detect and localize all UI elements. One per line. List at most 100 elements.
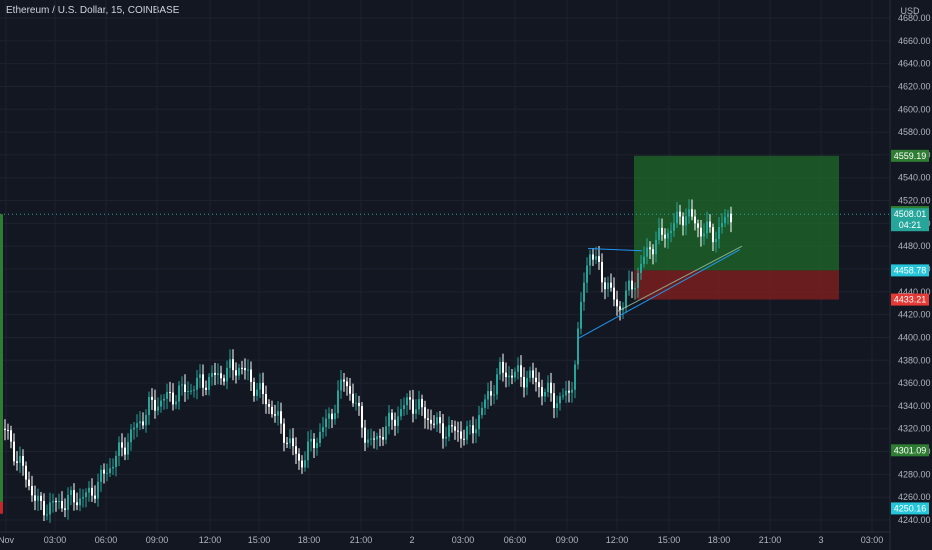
candle-body bbox=[307, 441, 309, 461]
left-edge-bar bbox=[0, 214, 3, 509]
candle-body bbox=[175, 401, 177, 405]
candle-body bbox=[220, 373, 222, 379]
candle-body bbox=[541, 387, 543, 397]
candle-body bbox=[7, 430, 9, 432]
candle-body bbox=[544, 392, 546, 397]
candle-body bbox=[487, 391, 489, 400]
candle-body bbox=[70, 490, 72, 495]
candle-body bbox=[304, 460, 306, 468]
candle-body bbox=[610, 282, 612, 288]
candle-body bbox=[40, 495, 42, 502]
candle-body bbox=[421, 399, 423, 408]
candle-body bbox=[25, 465, 27, 480]
candle-body bbox=[424, 407, 426, 419]
candle-body bbox=[628, 280, 630, 291]
candle-body bbox=[496, 374, 498, 395]
candle-body bbox=[625, 290, 627, 308]
candle-body bbox=[325, 418, 327, 428]
candle-body bbox=[664, 234, 666, 239]
candle-body bbox=[646, 247, 648, 257]
candle-body bbox=[28, 479, 30, 486]
candle-body bbox=[652, 249, 654, 255]
price-tick-label: 4280.00 bbox=[898, 469, 931, 479]
candle-body bbox=[364, 427, 366, 443]
target-price-label: 4559.19 bbox=[894, 151, 927, 161]
candle-body bbox=[445, 436, 447, 439]
time-tick-label: 03:00 bbox=[44, 535, 67, 545]
candle-body bbox=[667, 233, 669, 239]
stop-zone bbox=[634, 270, 839, 300]
candle-body bbox=[10, 430, 12, 442]
price-tick-label: 4640.00 bbox=[898, 59, 931, 69]
time-tick-label: 03:00 bbox=[861, 535, 884, 545]
candle-body bbox=[289, 438, 291, 444]
candle-body bbox=[31, 485, 33, 496]
price-tick-label: 4400.00 bbox=[898, 332, 931, 342]
candle-body bbox=[469, 425, 471, 427]
candle-body bbox=[571, 389, 573, 393]
candle-body bbox=[502, 361, 504, 373]
candle-body bbox=[451, 425, 453, 427]
left-edge-stop bbox=[0, 501, 3, 514]
candle-body bbox=[535, 377, 537, 383]
candle-body bbox=[310, 438, 312, 442]
candle-body bbox=[703, 233, 705, 237]
candle-body bbox=[118, 442, 120, 456]
candle-body bbox=[727, 213, 729, 217]
countdown-bg bbox=[891, 219, 929, 232]
candle-body bbox=[685, 216, 687, 226]
candle-body bbox=[724, 216, 726, 224]
time-tick-label: 03:00 bbox=[452, 535, 475, 545]
candle-body bbox=[439, 417, 441, 424]
candle-body bbox=[553, 393, 555, 408]
candle-body bbox=[505, 372, 507, 378]
time-tick-label: 15:00 bbox=[658, 535, 681, 545]
candle-body bbox=[319, 431, 321, 443]
price-tick-label: 4340.00 bbox=[898, 401, 931, 411]
candle-body bbox=[550, 382, 552, 394]
candle-body bbox=[79, 498, 81, 506]
candle-body bbox=[223, 378, 225, 382]
time-tick-label: 3 bbox=[818, 535, 823, 545]
candle-body bbox=[280, 411, 282, 424]
candle-body bbox=[91, 487, 93, 496]
candle-body bbox=[556, 403, 558, 408]
candle-body bbox=[151, 396, 153, 400]
candle-body bbox=[616, 299, 618, 307]
candle-body bbox=[76, 502, 78, 506]
candle-body bbox=[634, 288, 636, 290]
time-tick-label: 2 bbox=[409, 535, 414, 545]
candle-body bbox=[229, 359, 231, 368]
candle-body bbox=[379, 436, 381, 438]
candle-body bbox=[478, 415, 480, 430]
candle-body bbox=[163, 398, 165, 401]
time-tick-label: 15:00 bbox=[248, 535, 271, 545]
candle-body bbox=[316, 442, 318, 449]
candle-body bbox=[313, 438, 315, 449]
candle-body bbox=[85, 492, 87, 497]
candle-body bbox=[382, 437, 384, 440]
candle-body bbox=[514, 371, 516, 378]
candle-body bbox=[58, 501, 60, 503]
candle-body bbox=[133, 427, 135, 430]
candle-body bbox=[217, 373, 219, 375]
candle-body bbox=[295, 446, 297, 454]
candle-body bbox=[397, 416, 399, 426]
candle-body bbox=[679, 211, 681, 217]
candle-body bbox=[670, 230, 672, 234]
candle-body bbox=[694, 216, 696, 224]
symbol-title: Ethereum / U.S. Dollar, 15, COINBASE bbox=[6, 5, 180, 16]
candle-body bbox=[475, 429, 477, 434]
price-tick-label: 4240.00 bbox=[898, 515, 931, 525]
candle-body bbox=[361, 406, 363, 428]
candle-body bbox=[712, 227, 714, 243]
candle-body bbox=[517, 365, 519, 372]
time-tick-label: 09:00 bbox=[146, 535, 169, 545]
candle-body bbox=[346, 381, 348, 387]
candle-body bbox=[208, 376, 210, 390]
candle-body bbox=[73, 490, 75, 503]
candle-body bbox=[157, 406, 159, 411]
time-tick-label: 09:00 bbox=[556, 535, 579, 545]
candle-body bbox=[493, 394, 495, 396]
